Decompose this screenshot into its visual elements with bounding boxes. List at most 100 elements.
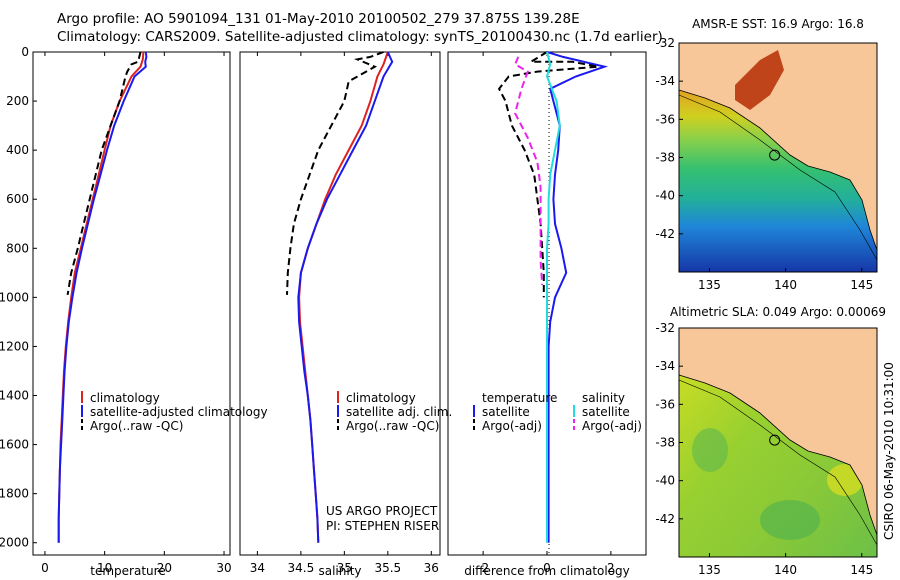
y-tick-label: -42 — [655, 512, 675, 526]
series-line — [298, 51, 389, 543]
y-tick-label: 400 — [6, 143, 29, 157]
y-tick-label: 1600 — [0, 438, 29, 452]
legend-temp-argo-label: Argo(-adj) — [482, 419, 542, 433]
y-tick-label: 0 — [21, 45, 29, 59]
y-tick-label: 800 — [6, 241, 29, 255]
legend-climatology-label: climatology — [346, 391, 416, 405]
y-tick-label: 2000 — [0, 536, 29, 550]
series-line — [57, 51, 148, 543]
difference-series — [497, 51, 609, 543]
y-tick-label: -34 — [655, 74, 675, 88]
sla-eddy — [692, 428, 728, 472]
x-tick-label: 2 — [607, 561, 615, 575]
sla-shelf-contour — [678, 379, 878, 546]
sst-land-mainland — [679, 43, 877, 250]
salinity-xlabel: salinity — [318, 564, 361, 578]
temperature-x-ticks: 0 10 20 30 — [41, 52, 232, 575]
sla-map-ticks: 135 140 145 -32 -34 -36 -38 -40 -42 — [655, 321, 873, 577]
y-tick-label: 1200 — [0, 339, 29, 353]
x-tick-label: 135 — [698, 278, 721, 292]
x-tick-label: 34 — [250, 561, 265, 575]
climatology-title: Climatology: CARS2009. Satellite-adjuste… — [57, 29, 663, 45]
legend-argo-label: Argo(..raw -QC) — [90, 419, 183, 433]
x-tick-label: 145 — [850, 278, 873, 292]
y-tick-label: 200 — [6, 94, 29, 108]
x-tick-label: 34.5 — [288, 561, 315, 575]
creation-stamp: CSIRO 06-May-2010 10:31:00 — [882, 362, 896, 540]
salinity-series — [286, 51, 394, 543]
series-line — [497, 51, 599, 298]
legend-satellite-label: satellite-adjusted climatology — [90, 405, 268, 419]
x-tick-label: 36 — [424, 561, 439, 575]
temperature-axes-frame — [32, 51, 231, 556]
sst-argo-location-marker — [769, 149, 781, 161]
x-tick-label: 140 — [774, 278, 797, 292]
temperature-panel: 0 200 400 600 800 1000 1200 1400 1600 1800 2000 0 1… — [0, 45, 268, 578]
y-tick-label: -36 — [655, 112, 675, 126]
legend-salinity-heading: salinity — [582, 391, 625, 405]
y-tick-label: 1400 — [0, 389, 29, 403]
sla-land-mainland — [679, 328, 877, 535]
series-line — [297, 51, 394, 543]
legend-climatology-label: climatology — [90, 391, 160, 405]
x-tick-label: 10 — [97, 561, 112, 575]
sla-argo-location-marker — [769, 434, 781, 446]
legend-satellite-label: satellite adj. clim. — [346, 405, 452, 419]
y-tick-label: 600 — [6, 192, 29, 206]
x-tick-label: 140 — [774, 563, 797, 577]
series-line — [513, 56, 544, 286]
sst-map-ticks: 135 140 145 -32 -34 -36 -38 -40 -42 — [655, 36, 873, 292]
sst-map-panel: AMSR-E SST: 16.9 Argo: 16.8 135 140 145 -32… — [655, 17, 878, 292]
x-tick-label: 0 — [543, 561, 551, 575]
y-tick-label: -42 — [655, 227, 675, 241]
sla-map-title: Altimetric SLA: 0.049 Argo: 0.00069 — [670, 305, 886, 319]
y-tick-label: -38 — [655, 151, 675, 165]
profile-title: Argo profile: AO 5901094_131 01-May-2010… — [57, 11, 580, 27]
sst-gulf-warm-water — [735, 50, 784, 110]
x-tick-label: 20 — [157, 561, 172, 575]
project-note-line1: US ARGO PROJECT — [326, 504, 438, 518]
sla-coastline — [678, 374, 878, 536]
temperature-legend: climatology satellite-adjusted climatolo… — [81, 391, 268, 433]
difference-xlabel: difference from climatology — [464, 564, 630, 578]
x-tick-label: 35.5 — [374, 561, 401, 575]
x-tick-label: 35 — [337, 561, 352, 575]
x-tick-label: 0 — [41, 561, 49, 575]
y-tick-label: -32 — [655, 36, 675, 50]
salinity-x-ticks: 34 34.5 35 35.5 36 — [250, 52, 439, 575]
x-tick-label: 135 — [698, 563, 721, 577]
legend-sal-satellite-label: satellite — [582, 405, 630, 419]
y-tick-label: 1800 — [0, 487, 29, 501]
sst-shelf-contour — [678, 94, 878, 261]
salinity-axes-frame — [239, 51, 441, 556]
legend-temp-satellite-label: satellite — [482, 405, 530, 419]
series-line — [546, 51, 609, 543]
y-tick-label: 1000 — [0, 290, 29, 304]
difference-legend: temperature satellite Argo(-adj) salinit… — [473, 391, 642, 433]
series-line — [545, 51, 561, 543]
x-tick-label: 145 — [850, 563, 873, 577]
sla-eddy — [760, 500, 820, 540]
temperature-xlabel: temperature — [90, 564, 165, 578]
y-tick-label: -32 — [655, 321, 675, 335]
series-line — [286, 51, 384, 295]
legend-sal-argo-label: Argo(-adj) — [582, 419, 642, 433]
salinity-legend: climatology satellite adj. clim. Argo(..… — [337, 391, 452, 433]
difference-panel: -2 0 2 difference from climatology tempera… — [447, 51, 647, 578]
y-tick-label: -34 — [655, 359, 675, 373]
project-note-line2: PI: STEPHEN RISER — [326, 519, 439, 533]
temperature-series — [57, 51, 148, 543]
x-tick-label: 30 — [216, 561, 231, 575]
y-tick-label: -38 — [655, 436, 675, 450]
legend-temperature-heading: temperature — [482, 391, 557, 405]
legend-argo-label: Argo(..raw -QC) — [346, 419, 439, 433]
salinity-panel: 34 34.5 35 35.5 36 salinity climatology sate… — [239, 51, 452, 578]
sla-map-panel: Altimetric SLA: 0.049 Argo: 0.00069 135 1… — [655, 305, 886, 577]
y-tick-label: -36 — [655, 397, 675, 411]
difference-x-ticks: -2 0 2 — [477, 52, 615, 575]
y-tick-label: -40 — [655, 474, 675, 488]
x-tick-label: -2 — [477, 561, 489, 575]
sst-coastline — [678, 89, 878, 251]
y-tick-label: -40 — [655, 189, 675, 203]
